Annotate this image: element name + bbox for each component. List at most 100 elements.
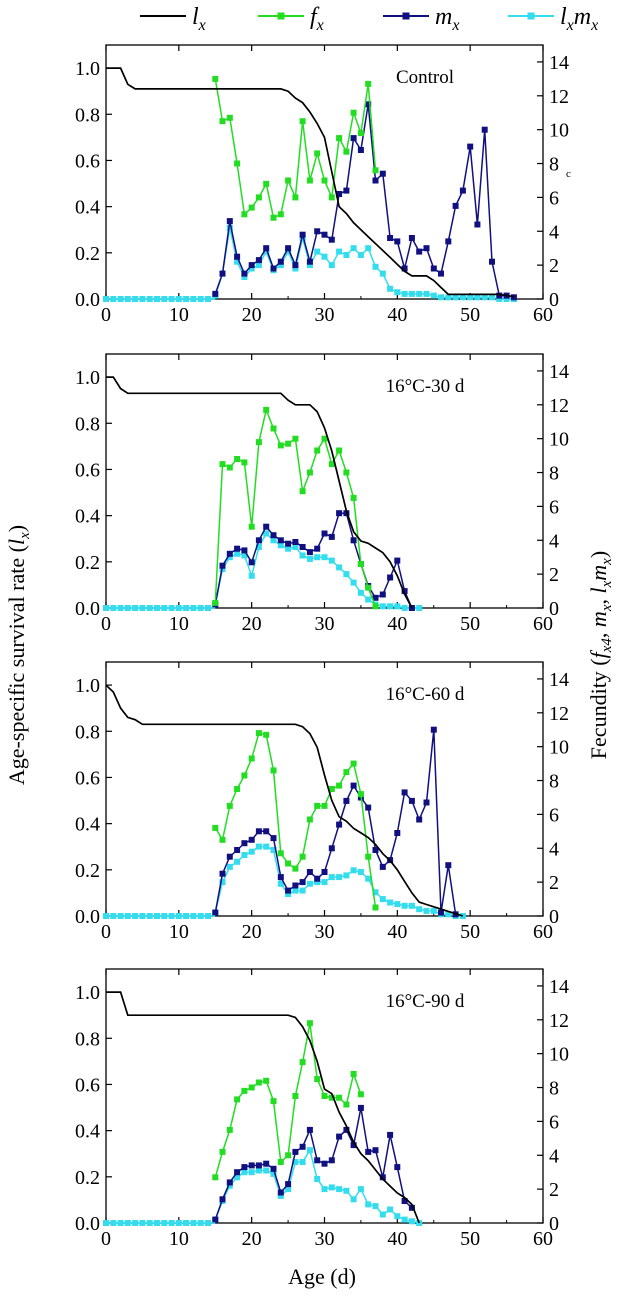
data-point-mx [445, 238, 452, 245]
y-tick-label-left: 1.0 [75, 367, 100, 389]
y-tick-label-right: 8 [549, 1078, 559, 1100]
data-point-mx [357, 1104, 364, 1111]
x-tick-label: 60 [533, 304, 553, 326]
data-point-lxmx [255, 544, 262, 550]
baseline-point [132, 913, 139, 919]
y-axis-label-right: Fecundity (fx4, mx, lxmx) [586, 551, 615, 759]
data-point-lxmx [430, 292, 437, 299]
data-point-mx [365, 804, 372, 811]
legend-label: fx [310, 4, 324, 34]
data-point-fx [219, 118, 226, 125]
x-axis-label: Age (d) [288, 1264, 356, 1289]
data-point-lxmx [321, 879, 328, 886]
data-point-lxmx [379, 1211, 386, 1218]
data-point-lxmx [285, 248, 292, 255]
data-point-mx [387, 1131, 394, 1138]
panel-label: 16°C-90 d [386, 991, 465, 1012]
data-point-fx [234, 1096, 241, 1103]
y-axis-label-left: Age-specific survival rate (lx) [4, 525, 33, 785]
y-tick-label-right: 10 [549, 737, 569, 759]
series-mx [212, 510, 415, 611]
data-point-lxmx [292, 1159, 299, 1165]
data-point-mx [474, 221, 481, 228]
data-point-mx [408, 797, 415, 804]
data-point-lxmx [306, 880, 313, 887]
baseline-point [139, 1220, 146, 1226]
x-tick-label: 50 [460, 613, 480, 635]
data-point-lxmx [372, 1203, 379, 1210]
data-point-lxmx [226, 1182, 233, 1189]
data-point-mx [299, 544, 306, 550]
data-point-fx [357, 561, 364, 567]
data-point-mx [350, 135, 357, 142]
data-point-lxmx [234, 258, 241, 265]
y-tick-label-left: 0.4 [75, 1121, 100, 1143]
baseline-point [110, 1220, 117, 1226]
data-point-fx [241, 772, 248, 779]
data-point-lxmx [496, 296, 503, 302]
data-point-fx [270, 425, 277, 432]
data-point-lxmx [503, 296, 510, 302]
baseline-point [197, 1220, 204, 1226]
x-tick-label: 20 [242, 921, 262, 943]
data-point-fx [336, 782, 343, 789]
data-point-fx [277, 850, 284, 857]
data-point-fx [350, 1071, 357, 1077]
series-fx [212, 1020, 364, 1181]
data-point-fx [270, 767, 277, 774]
data-point-mx [408, 235, 415, 241]
data-point-fx [372, 603, 379, 610]
data-point-fx [277, 211, 284, 218]
series-mx [212, 1104, 415, 1223]
data-point-fx [285, 860, 292, 867]
data-point-lxmx [277, 542, 284, 549]
data-point-fx [285, 177, 292, 184]
legend-marker [402, 12, 410, 20]
data-point-mx [328, 236, 335, 243]
y-tick-label-left: 0.6 [75, 459, 100, 481]
baseline-point [154, 1220, 160, 1226]
legend-label: lx [192, 4, 206, 34]
data-point-fx [270, 1098, 277, 1105]
data-point-mx [430, 726, 437, 733]
data-point-lxmx [416, 605, 423, 611]
data-point-lxmx [372, 263, 379, 270]
data-point-mx [416, 248, 423, 255]
data-point-fx [285, 440, 292, 447]
data-point-mx [241, 270, 248, 277]
data-point-fx [241, 459, 248, 466]
y-tick-label-left: 0.8 [75, 1028, 100, 1050]
data-point-mx [306, 258, 313, 265]
data-point-fx [328, 461, 335, 468]
data-point-fx [365, 853, 372, 860]
x-tick-label: 40 [387, 1228, 407, 1250]
legend-item-lx: lx [140, 4, 206, 34]
data-point-lxmx [241, 1169, 248, 1176]
data-point-mx [314, 1157, 321, 1164]
data-point-fx [336, 1094, 343, 1101]
data-point-fx [234, 786, 241, 792]
data-point-lxmx [285, 891, 292, 897]
series-lxmx [212, 1147, 423, 1226]
y-tick-label-right: 14 [549, 976, 569, 998]
data-point-lxmx [343, 1187, 350, 1194]
data-point-mx [277, 537, 284, 544]
baseline-point [139, 605, 146, 611]
data-point-lxmx [459, 294, 466, 301]
y-tick-label-left: 1.0 [75, 58, 100, 80]
data-point-mx [306, 869, 313, 875]
series-lx [106, 67, 515, 298]
data-point-mx [219, 562, 226, 569]
data-point-lxmx [379, 603, 386, 610]
data-point-lxmx [365, 875, 372, 882]
baseline-point [103, 605, 109, 611]
data-point-mx [343, 187, 350, 194]
y-tick-label-right: 8 [549, 771, 559, 793]
data-point-mx [299, 1143, 306, 1150]
data-point-mx [379, 170, 386, 177]
data-point-mx [292, 539, 299, 545]
data-point-mx [438, 909, 444, 916]
data-point-mx [234, 545, 241, 552]
data-point-mx [438, 270, 444, 277]
data-point-mx [489, 258, 495, 265]
